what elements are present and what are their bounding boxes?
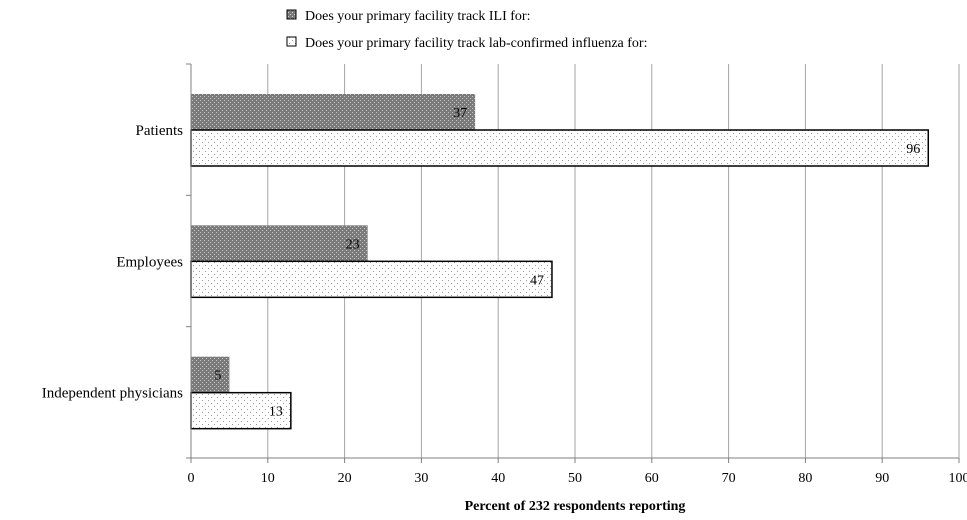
data-label: 13 xyxy=(269,405,283,420)
x-tick-label: 60 xyxy=(645,471,659,486)
category-label: Patients xyxy=(136,123,184,139)
category-label: Independent physicians xyxy=(42,386,183,402)
legend-swatch-2 xyxy=(286,36,297,47)
x-tick-label: 80 xyxy=(798,471,812,486)
category-labels: Patients Employees Independent physicians xyxy=(42,123,183,402)
x-tick-label: 0 xyxy=(188,471,195,486)
bar-independent-physicians-series-1 xyxy=(191,356,230,393)
bar-independent-physicians-series-2 xyxy=(190,391,292,430)
x-tick-label: 50 xyxy=(568,471,582,486)
x-tick-label: 30 xyxy=(414,471,428,486)
x-tick-label: 100 xyxy=(949,471,967,486)
bar-patients-series-1 xyxy=(191,94,476,130)
x-tick-label: 10 xyxy=(261,471,275,486)
x-tick-label: 70 xyxy=(722,471,736,486)
bar-employees-series-2 xyxy=(190,260,553,299)
legend: Does your primary facility track ILI for… xyxy=(286,9,647,51)
data-label: 5 xyxy=(214,369,221,384)
legend-swatch-1 xyxy=(286,9,297,20)
bar-employees-series-1 xyxy=(191,225,368,262)
axes xyxy=(186,63,960,463)
legend-label-1: Does your primary facility track ILI for… xyxy=(305,9,530,24)
x-tick-label: 40 xyxy=(491,471,505,486)
data-label: 96 xyxy=(906,142,920,157)
data-label: 37 xyxy=(453,106,467,121)
x-tick-label: 90 xyxy=(875,471,889,486)
x-axis-title: Percent of 232 respondents reporting xyxy=(465,499,686,514)
category-label: Employees xyxy=(116,254,183,270)
bars: 37 96 23 47 5 13 xyxy=(190,94,930,430)
bar-patients-series-2 xyxy=(190,129,930,167)
x-tick-label: 20 xyxy=(338,471,352,486)
data-label: 23 xyxy=(346,237,360,252)
x-tick-labels: 0 10 20 30 40 50 60 70 80 90 100 xyxy=(188,471,967,486)
legend-label-2: Does your primary facility track lab-con… xyxy=(305,36,647,51)
data-label: 47 xyxy=(530,273,544,288)
